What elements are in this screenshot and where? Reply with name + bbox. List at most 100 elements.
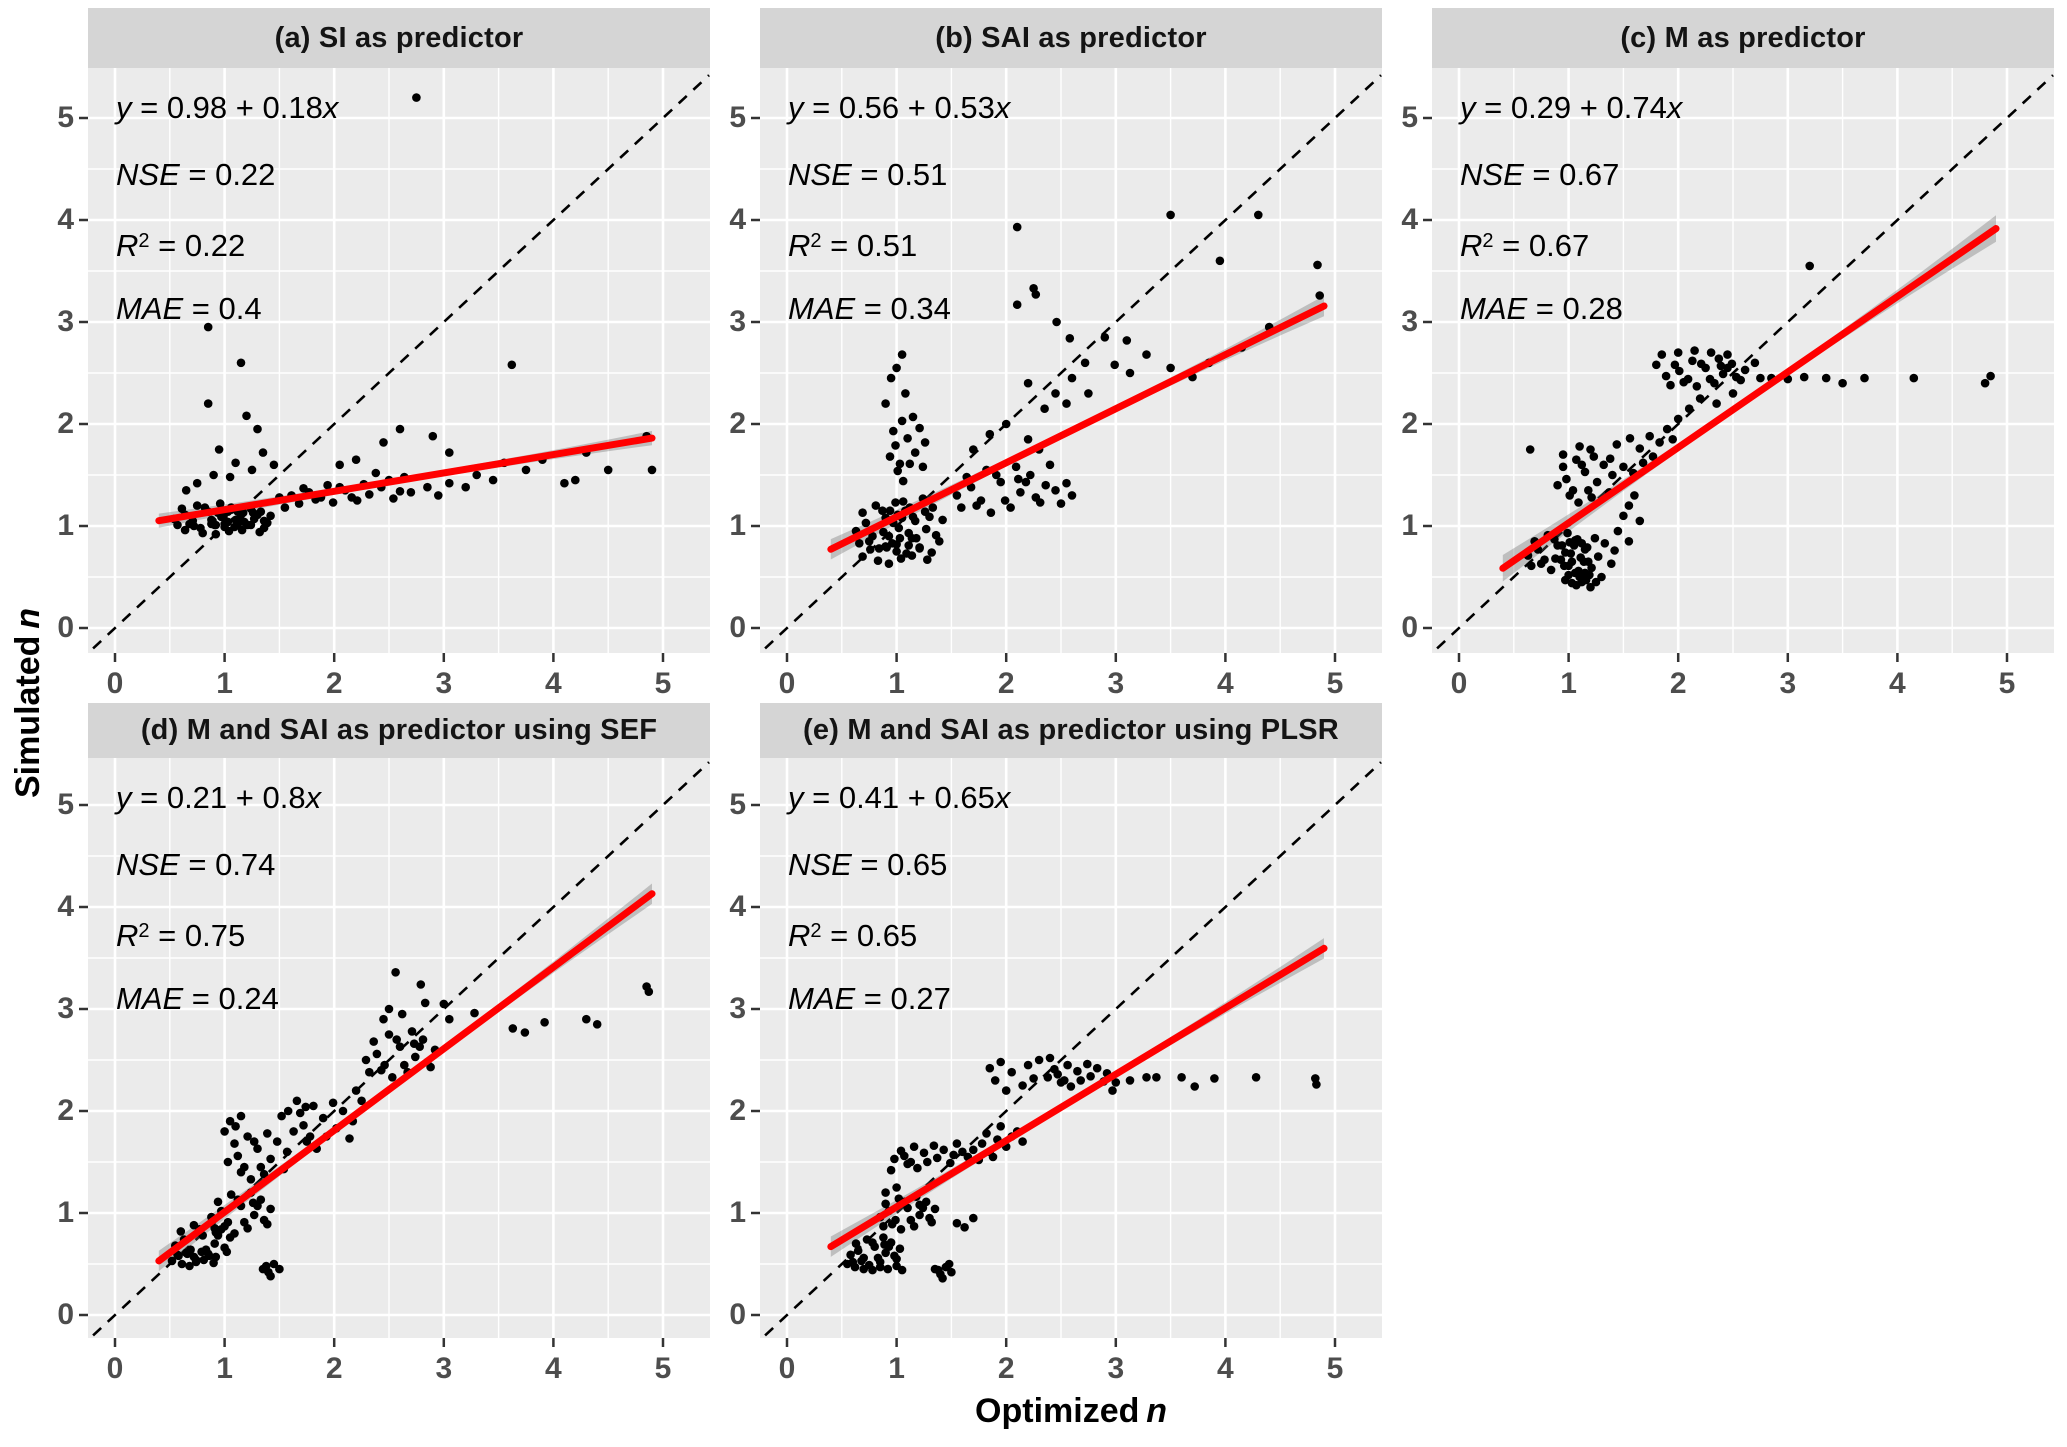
data-point <box>947 1267 956 1277</box>
data-point <box>1661 371 1671 381</box>
data-point <box>1029 1074 1038 1083</box>
data-point <box>859 1253 868 1263</box>
data-point <box>1570 536 1580 545</box>
data-point <box>1152 1073 1161 1082</box>
regression-line <box>827 302 1328 553</box>
annotation-equation: y = 0.29 + 0.74x <box>1460 90 1683 125</box>
data-point <box>1031 493 1041 502</box>
data-point <box>488 475 498 485</box>
data-point <box>181 1248 191 1258</box>
data-point <box>1666 380 1675 390</box>
data-point <box>1023 435 1033 444</box>
data-point <box>1062 399 1071 408</box>
data-point <box>1018 1081 1027 1090</box>
data-point <box>420 998 430 1008</box>
data-point <box>1558 450 1568 459</box>
data-point <box>328 1098 338 1108</box>
data-point <box>1619 462 1628 472</box>
x-tick-label: 2 <box>1669 667 1687 700</box>
data-point <box>1210 1074 1219 1083</box>
data-point <box>1021 477 1031 487</box>
data-point <box>246 520 256 530</box>
data-point <box>243 1224 252 1233</box>
data-point <box>520 1028 530 1037</box>
plot-area-e <box>751 758 1382 1347</box>
data-point <box>389 494 398 503</box>
data-point <box>969 445 978 454</box>
x-tick-label: 0 <box>778 667 796 700</box>
data-point <box>894 523 904 533</box>
data-point <box>203 322 213 332</box>
data-point <box>966 482 976 492</box>
annotation-equation: y = 0.21 + 0.8x <box>116 780 322 815</box>
data-point <box>203 1249 213 1259</box>
data-point <box>647 465 657 475</box>
annotation-r2: R2 = 0.75 <box>116 918 246 953</box>
strip-title: (b) SAI as predictor <box>935 21 1207 54</box>
data-point <box>1624 537 1634 546</box>
y-tick-label: 0 <box>57 1298 74 1331</box>
data-point <box>309 1101 318 1111</box>
data-point <box>1562 474 1571 484</box>
strip-title: (a) SI as predictor <box>274 21 524 54</box>
data-point <box>949 1150 958 1160</box>
data-point <box>416 980 426 989</box>
data-point <box>881 542 890 551</box>
data-point <box>938 1274 947 1283</box>
y-tick-label: 2 <box>729 1094 746 1127</box>
data-point <box>225 1116 235 1126</box>
y-tick-label: 5 <box>57 788 74 821</box>
data-point <box>1683 374 1693 384</box>
data-point <box>909 1222 919 1231</box>
y-tick-label: 3 <box>729 992 746 1025</box>
regression-line <box>155 434 656 525</box>
data-point <box>1756 373 1765 383</box>
data-point <box>897 1265 907 1275</box>
data-point <box>248 508 258 517</box>
x-tick-label: 3 <box>435 667 453 700</box>
data-point <box>885 506 895 515</box>
data-point <box>890 1251 899 1261</box>
data-point <box>952 491 962 500</box>
data-point <box>939 1145 948 1155</box>
data-point <box>1007 1067 1016 1077</box>
data-point <box>904 541 913 550</box>
data-point <box>990 1076 1000 1085</box>
data-point <box>391 968 400 977</box>
data-point <box>1018 1137 1027 1146</box>
data-point <box>280 503 290 512</box>
data-point <box>191 1257 201 1267</box>
data-point <box>890 1154 899 1164</box>
data-point <box>1635 444 1645 453</box>
data-point <box>1052 317 1061 327</box>
data-point <box>305 1132 315 1141</box>
plot-area-d <box>79 758 710 1347</box>
data-point <box>400 1060 409 1070</box>
data-point <box>1723 363 1732 373</box>
data-point <box>886 1165 896 1175</box>
data-point <box>895 459 905 469</box>
data-point <box>1083 1059 1092 1069</box>
panel-annotations: y = 0.29 + 0.74x NSE = 0.67 R2 = 0.67 MAE =… <box>1460 74 1682 342</box>
data-point <box>1066 1082 1076 1091</box>
data-point <box>893 466 902 476</box>
x-tick-label: 0 <box>106 667 124 700</box>
data-point <box>957 503 966 512</box>
data-point <box>855 539 864 548</box>
plot-area-a <box>79 68 710 662</box>
data-point <box>192 478 202 488</box>
data-point <box>1051 486 1060 495</box>
annotation-equation: y = 0.56 + 0.53x <box>788 90 1011 125</box>
annotation-nse: NSE = 0.51 <box>788 157 948 192</box>
data-point <box>927 548 936 557</box>
data-point <box>1630 491 1639 500</box>
data-point <box>1062 478 1071 488</box>
data-point <box>1567 557 1577 566</box>
data-point <box>323 480 332 490</box>
data-point <box>985 1063 995 1073</box>
data-point <box>301 1102 310 1112</box>
data-point <box>247 465 257 475</box>
data-point <box>412 93 421 102</box>
data-point <box>259 523 269 533</box>
data-point <box>1605 454 1615 464</box>
